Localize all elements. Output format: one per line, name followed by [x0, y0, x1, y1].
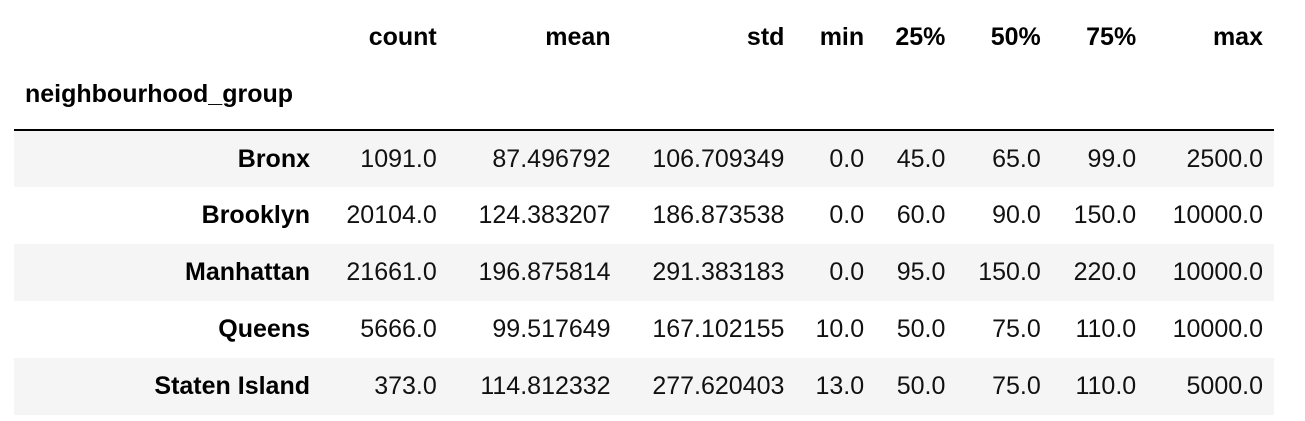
index-row-filler: [875, 74, 957, 131]
table-cell: 65.0: [992, 144, 1041, 173]
table-cell: 2500.0: [1186, 144, 1263, 173]
table-cell: 373.0: [374, 372, 437, 400]
row-label: Queens: [218, 315, 310, 343]
table-cell: 1091.0: [360, 144, 437, 173]
table-cell: 277.620403: [652, 372, 785, 400]
table-cell: 110.0: [1075, 372, 1137, 400]
corner-cell: [14, 0, 321, 74]
table-cell: 75.0: [992, 372, 1041, 400]
table-cell: 10.0: [815, 315, 865, 343]
table-cell: 150.0: [978, 258, 1041, 286]
column-header-std: std: [746, 22, 785, 51]
table-cell: 167.102155: [652, 315, 785, 343]
table-cell: 110.0: [1075, 315, 1137, 343]
column-header-mean: mean: [545, 22, 611, 51]
index-row-filler: [1051, 74, 1148, 131]
table-cell: 99.517649: [492, 315, 611, 343]
row-label: Brooklyn: [201, 201, 310, 229]
dataframe-output: count mean std min 25% 50% 75% max neigh…: [14, 0, 1274, 415]
index-row-filler: [321, 74, 448, 131]
column-header-75pct: 75%: [1086, 22, 1137, 51]
table-cell: 20104.0: [346, 201, 437, 229]
table-cell: 114.812332: [480, 372, 611, 400]
table-cell: 0.0: [829, 144, 865, 173]
table-row: Staten Island 373.0 114.812332 277.62040…: [14, 358, 1274, 415]
table-cell: 186.873538: [652, 201, 785, 229]
table-cell: 50.0: [896, 372, 946, 400]
table-row: Manhattan 21661.0 196.875814 291.383183 …: [14, 244, 1274, 301]
row-label: Bronx: [237, 144, 310, 173]
row-label: Manhattan: [185, 258, 310, 286]
index-row-filler: [621, 74, 796, 131]
index-name-row: neighbourhood_group: [14, 74, 1274, 131]
column-header-25pct: 25%: [895, 22, 946, 51]
table-cell: 0.0: [829, 258, 865, 286]
table-cell: 291.383183: [652, 258, 785, 286]
column-header-max: max: [1212, 22, 1263, 51]
table-cell: 150.0: [1073, 201, 1137, 229]
table-cell: 99.0: [1087, 144, 1137, 173]
index-name-header: neighbourhood_group: [14, 74, 321, 131]
column-header-row: count mean std min 25% 50% 75% max: [14, 0, 1274, 74]
table-cell: 45.0: [896, 144, 946, 173]
table-cell: 75.0: [992, 315, 1041, 343]
table-cell: 13.0: [815, 372, 865, 400]
table-cell: 106.709349: [652, 144, 785, 173]
table-row: Bronx 1091.0 87.496792 106.709349 0.0 45…: [14, 130, 1274, 187]
table-cell: 5000.0: [1186, 372, 1263, 400]
index-row-filler: [956, 74, 1052, 131]
table-cell: 124.383207: [478, 201, 611, 229]
table-cell: 21661.0: [346, 258, 437, 286]
index-row-filler: [1147, 74, 1274, 131]
table-cell: 196.875814: [478, 258, 611, 286]
column-header-count: count: [368, 22, 437, 51]
row-label: Staten Island: [154, 372, 310, 400]
describe-table: count mean std min 25% 50% 75% max neigh…: [14, 0, 1274, 415]
table-cell: 10000.0: [1172, 315, 1263, 343]
table-cell: 0.0: [829, 201, 865, 229]
table-cell: 60.0: [896, 201, 946, 229]
table-row: Brooklyn 20104.0 124.383207 186.873538 0…: [14, 187, 1274, 244]
table-row: Queens 5666.0 99.517649 167.102155 10.0 …: [14, 301, 1274, 358]
column-header-50pct: 50%: [990, 22, 1041, 51]
table-cell: 87.496792: [492, 144, 611, 173]
table-cell: 10000.0: [1172, 201, 1263, 229]
table-cell: 50.0: [896, 315, 946, 343]
table-cell: 90.0: [992, 201, 1041, 229]
column-header-min: min: [819, 22, 865, 51]
index-row-filler: [795, 74, 876, 131]
table-cell: 5666.0: [360, 315, 437, 343]
index-row-filler: [447, 74, 622, 131]
table-cell: 220.0: [1073, 258, 1137, 286]
table-cell: 10000.0: [1172, 258, 1263, 286]
table-cell: 95.0: [896, 258, 946, 286]
